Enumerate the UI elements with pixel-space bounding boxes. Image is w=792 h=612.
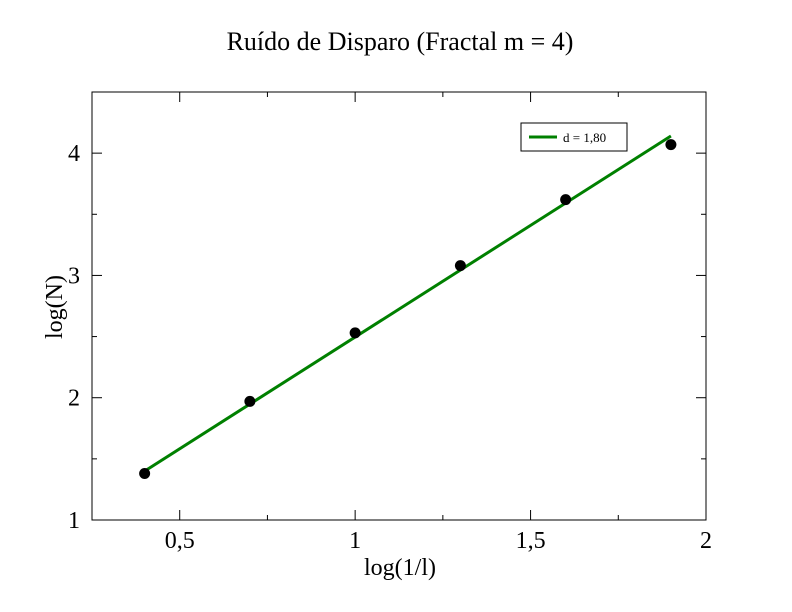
data-point — [454, 260, 466, 272]
legend: d = 1,80 — [520, 122, 628, 152]
data-point — [139, 468, 151, 480]
x-axis-label: log(1/l) — [364, 555, 436, 581]
y-tick-label: 4 — [68, 141, 80, 167]
x-tick-label: 1,5 — [516, 528, 546, 554]
data-point — [665, 139, 677, 151]
x-tick-label: 2 — [700, 528, 712, 554]
y-tick-label: 1 — [68, 508, 80, 534]
y-tick-label: 3 — [68, 263, 80, 289]
x-tick-label: 0,5 — [165, 528, 195, 554]
plot-frame — [91, 91, 707, 521]
data-point — [560, 194, 572, 206]
y-axis-label: log(N) — [42, 275, 68, 339]
fit-line — [143, 134, 672, 473]
data-point — [349, 327, 361, 339]
x-tick-label: 1 — [349, 528, 361, 554]
chart-title: Ruído de Disparo (Fractal m = 4) — [227, 27, 574, 56]
data-point — [244, 395, 256, 407]
y-tick-label: 2 — [68, 386, 80, 412]
legend-label: d = 1,80 — [563, 130, 606, 145]
